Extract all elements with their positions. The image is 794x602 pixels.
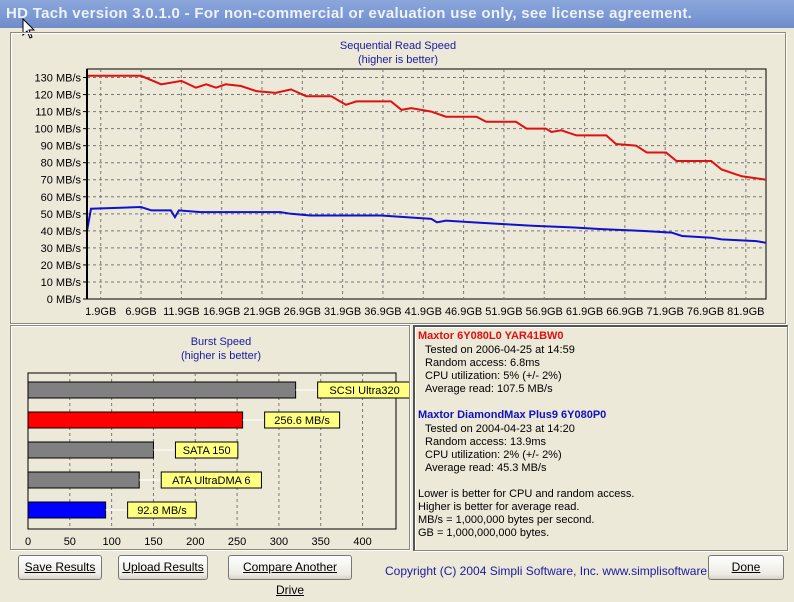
x-tick-label: 66.9GB xyxy=(606,306,643,318)
note: MB/s = 1,000,000 bytes per second. xyxy=(418,514,595,526)
results-info-panel: Maxtor 6Y080L0 YAR41BW0 Tested on 2006-0… xyxy=(413,325,788,551)
y-tick-label: 70 MB/s xyxy=(41,175,82,187)
x-tick-label: 51.9GB xyxy=(485,306,522,318)
y-tick-label: 120 MB/s xyxy=(35,90,82,102)
note: Lower is better for CPU and random acces… xyxy=(418,488,635,500)
x-tick-label: 1.9GB xyxy=(85,306,116,318)
y-tick-label: 130 MB/s xyxy=(35,73,82,85)
chart-title: Sequential Read Speed xyxy=(339,40,457,52)
x-tick-label: 400 xyxy=(353,536,371,548)
x-tick-label: 61.9GB xyxy=(566,306,603,318)
x-tick-label: 46.9GB xyxy=(445,306,482,318)
copyright-text: Copyright (C) 2004 Simpli Software, Inc.… xyxy=(385,564,734,578)
chart-subtitle: (higher is better) xyxy=(357,54,439,66)
bar-label-box xyxy=(160,471,262,489)
save-results-button[interactable]: Save Results xyxy=(18,555,102,580)
chart-subtitle: (higher is better) xyxy=(180,350,262,362)
x-tick-label: 250 xyxy=(228,536,246,548)
sequential-read-panel: 0 MB/s 10 MB/s 20 MB/s 30 MB/s 40 MB/s 50 MB/… xyxy=(10,32,786,324)
x-tick-label: 50 xyxy=(64,536,76,548)
x-tick-label: 21.9GB xyxy=(243,306,280,318)
drive1-average: Average read: 107.5 MB/s xyxy=(425,383,553,395)
x-tick-label: 300 xyxy=(270,536,288,548)
plot-area xyxy=(86,68,767,300)
x-tick-label: 41.9GB xyxy=(405,306,442,318)
sequential-read-chart: 0 MB/s 10 MB/s 20 MB/s 30 MB/s 40 MB/s 50 MB/… xyxy=(35,68,767,318)
x-tick-label: 16.9GB xyxy=(203,306,240,318)
done-button[interactable]: Done xyxy=(708,555,784,580)
drive2-average: Average read: 45.3 MB/s xyxy=(425,462,547,474)
drive1-tested: Tested on 2006-04-25 at 14:59 xyxy=(425,344,575,356)
y-tick-label: 80 MB/s xyxy=(41,158,82,170)
y-tick-label: 90 MB/s xyxy=(41,141,82,153)
x-tick-label: 350 xyxy=(312,536,330,548)
bar-label: ATA UltraDMA 6 xyxy=(172,475,250,487)
x-tick-label: 11.9GB xyxy=(163,306,200,318)
y-tick-label: 110 MB/s xyxy=(35,107,81,119)
drive2-tested: Tested on 2004-04-23 at 14:20 xyxy=(425,423,575,435)
x-tick-label: 0 xyxy=(25,536,31,548)
y-tick-label: 50 MB/s xyxy=(41,209,82,221)
x-tick-label: 6.9GB xyxy=(125,306,156,318)
burst-speed-panel: 0 50 100 150 200 250 300 350 400 SCSI Ultra320 256… xyxy=(10,325,410,550)
y-tick-label: 0 MB/s xyxy=(47,294,82,306)
y-tick-label: 40 MB/s xyxy=(41,226,82,238)
burst-bar xyxy=(27,501,107,519)
y-tick-label: 60 MB/s xyxy=(41,192,82,204)
drive1-name: Maxtor 6Y080L0 YAR41BW0 xyxy=(418,330,564,342)
y-tick-label: 30 MB/s xyxy=(41,243,82,255)
x-tick-label: 81.9GB xyxy=(727,306,764,318)
x-tick-label: 71.9GB xyxy=(647,306,684,318)
y-tick-label: 10 MB/s xyxy=(41,277,82,289)
x-tick-label: 200 xyxy=(186,536,204,548)
x-tick-label: 76.9GB xyxy=(687,306,724,318)
x-tick-label: 26.9GB xyxy=(284,306,321,318)
drive1-random-access: Random access: 6.8ms xyxy=(425,357,540,369)
series-line xyxy=(86,205,767,244)
drive1-cpu: CPU utilization: 5% (+/- 2%) xyxy=(425,370,562,382)
mouse-cursor-icon xyxy=(22,18,36,39)
drive2-random-access: Random access: 13.9ms xyxy=(425,436,547,448)
note: Higher is better for average read. xyxy=(418,501,580,513)
drive2-name: Maxtor DiamondMax Plus9 6Y080P0 xyxy=(418,409,607,421)
x-tick-label: 56.9GB xyxy=(526,306,563,318)
bar-label: 92.8 MB/s xyxy=(137,505,187,517)
bar-label: SATA 150 xyxy=(183,445,231,457)
burst-bar xyxy=(27,471,140,489)
compare-another-drive-button[interactable]: Compare Another Drive xyxy=(228,555,352,597)
burst-bar xyxy=(27,381,297,399)
chart-title: Burst Speed xyxy=(190,336,252,348)
note: GB = 1,000,000,000 bytes. xyxy=(418,527,550,539)
bar-label-box xyxy=(127,501,197,519)
y-tick-label: 100 MB/s xyxy=(35,124,82,136)
x-tick-label: 31.9GB xyxy=(324,306,361,318)
x-tick-label: 150 xyxy=(144,536,162,548)
title-bar: HD Tach version 3.0.1.0 - For non-commer… xyxy=(0,0,794,28)
x-tick-label: 36.9GB xyxy=(364,306,401,318)
x-tick-label: 100 xyxy=(102,536,120,548)
upload-results-button[interactable]: Upload Results xyxy=(118,555,208,580)
bar-label: SCSI Ultra320 xyxy=(329,385,399,397)
bar-label-box xyxy=(174,441,239,459)
y-tick-label: 20 MB/s xyxy=(41,260,82,272)
burst-bar xyxy=(27,441,154,459)
bar-label-box xyxy=(264,411,341,429)
burst-speed-chart: 0 50 100 150 200 250 300 350 400 SCSI Ultra320 256… xyxy=(25,372,409,548)
burst-bar xyxy=(27,411,244,429)
drive2-cpu: CPU utilization: 2% (+/- 2%) xyxy=(425,449,562,461)
bar-label: 256.6 MB/s xyxy=(274,415,330,427)
series-line xyxy=(87,74,767,181)
bar-label-box xyxy=(317,381,409,399)
